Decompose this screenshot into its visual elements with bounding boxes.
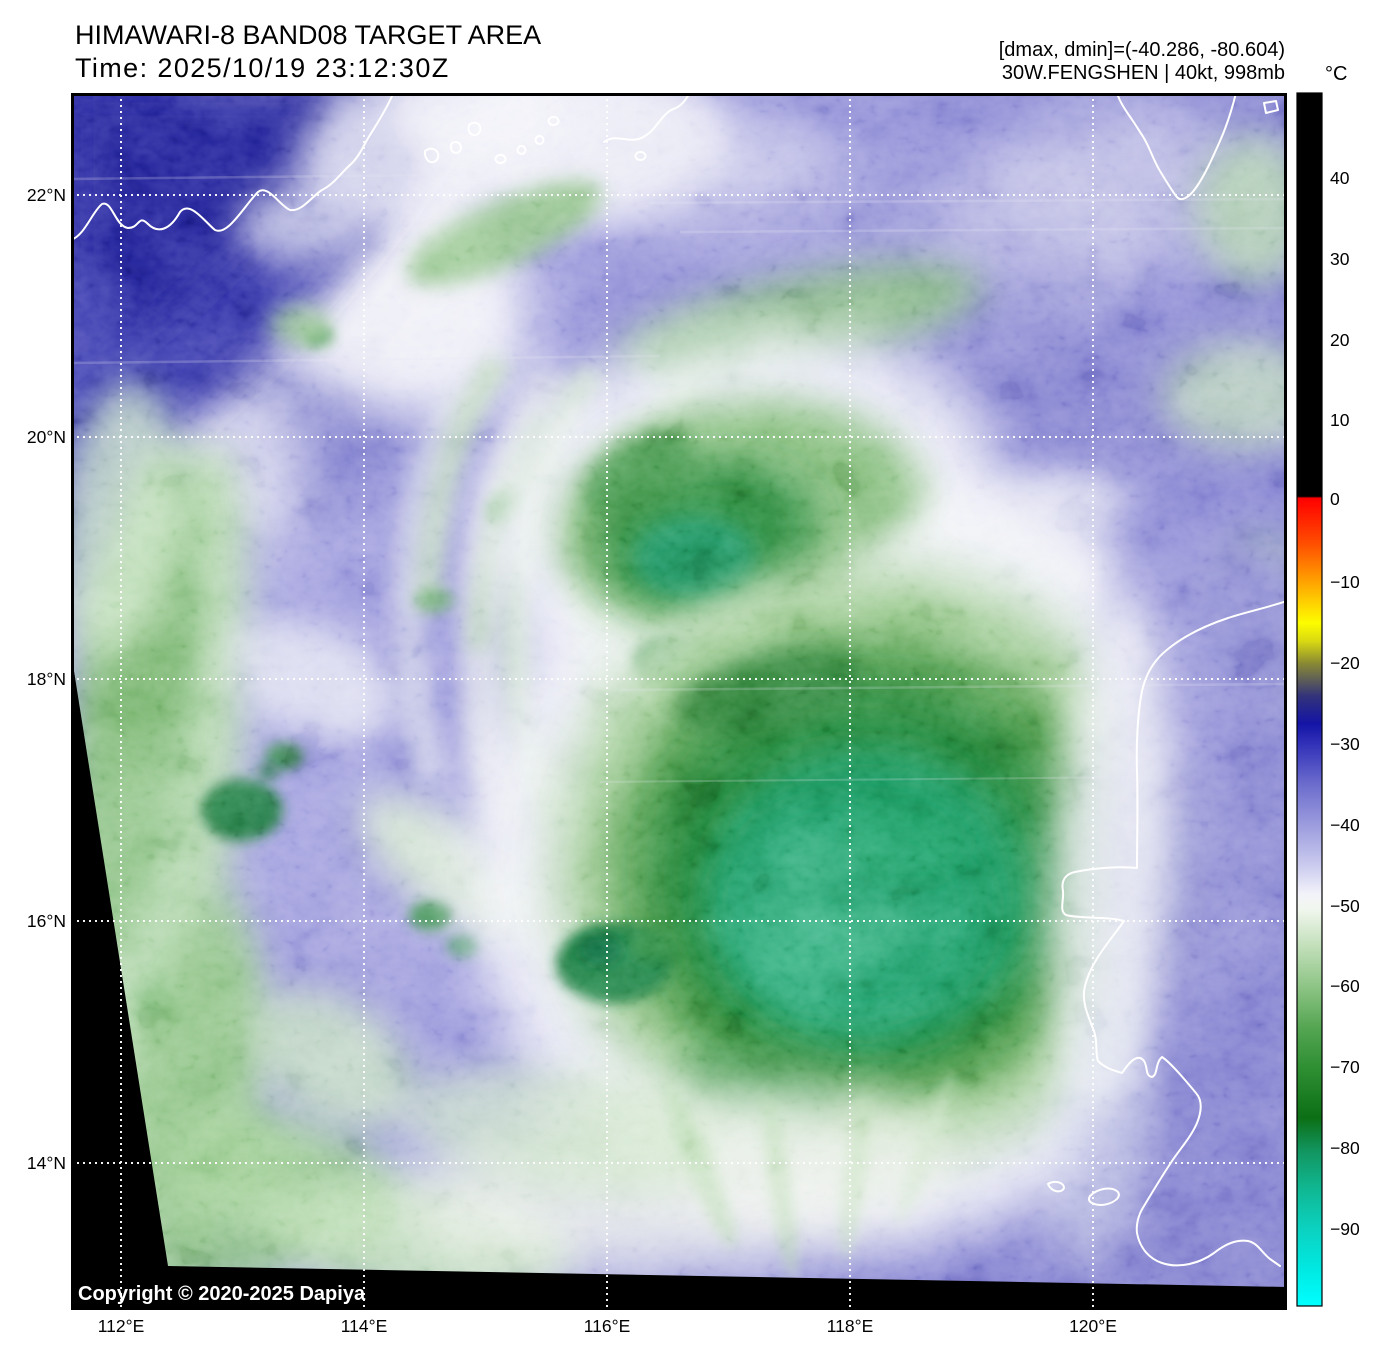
svg-text:30W.FENGSHEN | 40kt, 998mb: 30W.FENGSHEN | 40kt, 998mb xyxy=(1002,62,1285,84)
svg-text:[dmax, dmin]=(-40.286, -80.604: [dmax, dmin]=(-40.286, -80.604) xyxy=(999,39,1285,61)
svg-text:Copyright © 2020-2025 Dapiya: Copyright © 2020-2025 Dapiya xyxy=(78,1283,366,1305)
svg-text:22°N: 22°N xyxy=(27,185,66,205)
svg-text:−50: −50 xyxy=(1330,896,1360,916)
svg-text:−20: −20 xyxy=(1330,653,1360,673)
svg-text:10: 10 xyxy=(1330,410,1350,430)
svg-text:−80: −80 xyxy=(1330,1138,1360,1158)
svg-text:Time: 2025/10/19 23:12:30Z: Time: 2025/10/19 23:12:30Z xyxy=(75,53,450,83)
svg-text:14°N: 14°N xyxy=(27,1153,66,1173)
svg-text:30: 30 xyxy=(1330,249,1350,269)
svg-text:−70: −70 xyxy=(1330,1057,1360,1077)
svg-text:20: 20 xyxy=(1330,330,1350,350)
svg-text:116°E: 116°E xyxy=(584,1316,631,1336)
svg-text:°C: °C xyxy=(1325,63,1347,85)
svg-text:HIMAWARI-8 BAND08 TARGET AREA: HIMAWARI-8 BAND08 TARGET AREA xyxy=(75,20,541,50)
svg-text:118°E: 118°E xyxy=(827,1316,874,1336)
svg-text:114°E: 114°E xyxy=(341,1316,388,1336)
svg-text:0: 0 xyxy=(1330,489,1340,509)
svg-text:16°N: 16°N xyxy=(27,911,66,931)
svg-text:20°N: 20°N xyxy=(27,427,66,447)
svg-text:120°E: 120°E xyxy=(1069,1316,1117,1336)
svg-text:−10: −10 xyxy=(1330,572,1360,592)
svg-text:18°N: 18°N xyxy=(27,669,66,689)
svg-text:−40: −40 xyxy=(1330,815,1360,835)
svg-text:112°E: 112°E xyxy=(98,1316,145,1336)
svg-text:−60: −60 xyxy=(1330,976,1360,996)
svg-text:−90: −90 xyxy=(1330,1219,1360,1239)
svg-text:−30: −30 xyxy=(1330,734,1360,754)
svg-text:40: 40 xyxy=(1330,168,1350,188)
